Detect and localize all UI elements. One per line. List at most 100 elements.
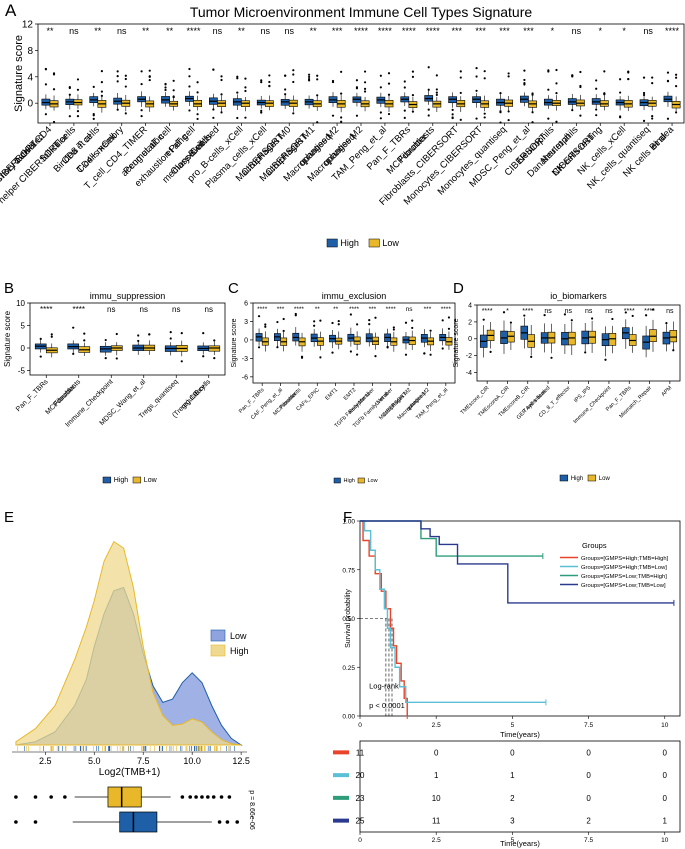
panelA-ytick-label: 4 (27, 72, 33, 83)
panelC-outlier (349, 313, 352, 316)
panelB-outlier (50, 333, 53, 336)
panelB-significance: **** (40, 305, 52, 314)
panelA-outlier (244, 77, 247, 80)
panelC-significance: **** (349, 306, 360, 313)
panelA-outlier (411, 110, 415, 113)
panelC-outlier (331, 321, 334, 325)
panelA-legend-swatch-low (368, 238, 380, 248)
panelA-outlier (675, 85, 678, 88)
panelF-xtick-label: 7.5 (584, 722, 593, 729)
panelF-risk-count: 3 (510, 817, 515, 826)
panelF-risk-xtick-label: 7.5 (584, 837, 593, 844)
panelD-significance: **** (644, 308, 655, 315)
panelC-outlier (404, 353, 408, 356)
panelA-outlier (579, 70, 582, 74)
panelA-outlier (307, 75, 311, 79)
panelF-legend-label: Groups=[GMPS=Low;TMB=High] (581, 574, 667, 580)
panelF-legend-title: Groups (582, 541, 607, 550)
panelD-outlier (570, 319, 573, 322)
panelE-box-outlier (200, 795, 204, 799)
panelA-outlier (244, 86, 247, 89)
panelF-risk-count: 11 (356, 748, 365, 757)
panelA-outlier (236, 116, 239, 120)
panelC-outlier (429, 329, 432, 332)
panelA-outlier (507, 110, 510, 113)
panelA-outlier (523, 69, 526, 72)
panelD-ytick-label: -4 (466, 370, 472, 377)
panelA-outlier (52, 88, 56, 91)
panelC-outlier (337, 319, 340, 323)
panelF-risk-count: 0 (663, 794, 668, 803)
panelA-outlier (523, 78, 526, 82)
panelE-xtick-label: 5.0 (88, 756, 101, 766)
panelE-box-outlier (14, 820, 18, 824)
panelA-outlier (284, 93, 287, 96)
panelA-significance: **** (187, 26, 202, 36)
panelA-outlier (595, 108, 598, 111)
panelE-box-outlier (14, 795, 18, 799)
panelA-significance: * (622, 26, 626, 36)
panelC-ytick-label: 0 (244, 337, 248, 344)
panelA-outlier (379, 117, 382, 120)
panelA-outlier (196, 81, 199, 84)
panelA-outlier (651, 82, 654, 85)
panelB-significance: ns (205, 305, 213, 314)
panelA-outlier (164, 83, 167, 86)
panelD-significance: ns (605, 308, 613, 315)
panelA-outlier (579, 85, 582, 89)
panelE-box-outlier (206, 795, 210, 799)
panelA-outlier (316, 78, 319, 81)
panelE-panel: E 2.5 5.0 7.5 10.0 12.5 Log2(TMB+1) Low High p = … (4, 509, 255, 833)
panelA-outlier (379, 74, 382, 77)
panelE-box-high (107, 786, 142, 808)
panelF-risk-count: 0 (663, 771, 668, 780)
panelA-outlier (499, 110, 502, 113)
panelA-significance: ** (94, 26, 102, 36)
panelA-outlier (260, 81, 263, 84)
panelF-risk-count: 11 (432, 817, 441, 826)
panelA-outlier (52, 73, 56, 76)
panelB-category-label: (Tregs) CIB (171, 389, 202, 420)
panelA-outlier (579, 114, 582, 117)
panelD-significance: **** (624, 308, 635, 315)
panelA-outlier (475, 89, 478, 92)
panelA-outlier (316, 94, 319, 97)
panelC-legend-swatch-low (357, 477, 365, 484)
panelC-outlier (313, 324, 316, 327)
panelA-outlier (666, 71, 670, 74)
panelB-letter: B (4, 280, 14, 297)
panelA-outlier (331, 114, 335, 117)
panelE-box-outlier (188, 795, 193, 799)
panelB-legend-swatch-high (102, 476, 112, 484)
panelA-outlier (68, 86, 71, 89)
panelF-risk-count: 10 (432, 794, 441, 803)
panelF-risk-row-swatch (333, 795, 349, 800)
panelC-category-label: EMT2 (343, 387, 358, 402)
panelA-plot-frame (37, 23, 685, 124)
panelD-significance: ns (544, 308, 552, 315)
panelC-outlier (282, 329, 285, 333)
panelA-outlier (531, 121, 534, 124)
panelF-ytick-label: 0.25 (342, 665, 355, 672)
panelE-legend-swatch-low (210, 629, 226, 642)
panelA-outlier (403, 86, 406, 89)
panelA-outlier (172, 79, 175, 82)
panelC-outlier (404, 321, 408, 324)
panelA-outlier (483, 112, 486, 115)
panelA-outlier (507, 72, 510, 75)
panelA-outlier (595, 79, 598, 82)
panelF-xtick-label: 0 (358, 722, 362, 729)
panelA-outlier (619, 78, 622, 81)
panelA-outlier (236, 75, 239, 78)
panelA-outlier (124, 77, 127, 81)
panelA-outlier (292, 80, 295, 84)
panelA-outlier (411, 75, 415, 78)
panelB-outlier (180, 332, 183, 335)
panelC-legend-label-low: Low (368, 478, 378, 484)
panelA-outlier (411, 70, 415, 73)
panelA-outlier (188, 75, 191, 78)
panelF-risk-row-swatch (333, 750, 349, 755)
panelA-outlier (268, 84, 271, 87)
panelA-outlier (188, 85, 191, 88)
